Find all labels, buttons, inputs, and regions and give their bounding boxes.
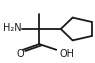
Text: H₂N: H₂N xyxy=(3,23,22,33)
Text: OH: OH xyxy=(60,49,75,59)
Text: O: O xyxy=(17,49,24,59)
